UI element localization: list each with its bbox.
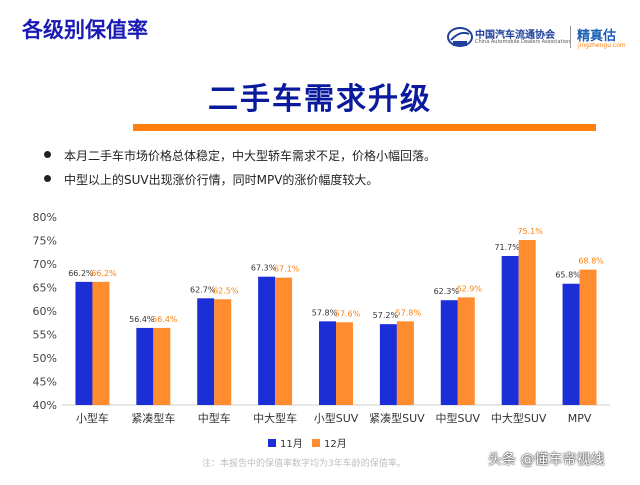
data-label: 62.7% — [190, 285, 216, 294]
bullet-item: 中型以上的SUV出现涨价行情，同时MPV的涨价幅度较大。 — [40, 171, 620, 195]
bullet-list: 本月二手车市场价格总体稳定，中大型轿车需求不足，价格小幅回落。 中型以上的SUV… — [40, 147, 620, 195]
data-label: 57.8% — [396, 308, 422, 317]
data-label: 66.2% — [91, 269, 117, 278]
x-tick-label: 中型车 — [198, 411, 231, 425]
logo-block: 中国汽车流通协会 China Automobile Dealers Associ… — [447, 24, 627, 50]
bar-nov — [379, 324, 397, 405]
legend-swatch — [312, 439, 320, 447]
y-tick-label: 75% — [33, 235, 57, 248]
y-tick-label: 80% — [33, 211, 57, 224]
bullet-text: 中型以上的SUV出现涨价行情，同时MPV的涨价幅度较大。 — [64, 173, 379, 187]
legend-swatch — [268, 439, 276, 447]
y-tick-label: 55% — [33, 329, 57, 342]
association-name-en: China Automobile Dealers Association — [475, 39, 571, 45]
bar-nov — [319, 321, 336, 405]
data-label: 56.4% — [129, 315, 155, 324]
bar-dec — [457, 297, 475, 405]
x-tick-label: 小型车 — [76, 411, 109, 425]
logo-divider — [570, 26, 571, 48]
data-label: 62.9% — [457, 284, 483, 293]
association-logo-icon — [447, 27, 473, 47]
bar-dec — [518, 240, 536, 405]
bar-nov — [136, 327, 154, 405]
main-title: 二手车需求升级 — [208, 82, 432, 117]
bar-dec — [579, 269, 597, 405]
bullet-dot-icon — [44, 175, 51, 182]
brand-name: 精真估 — [577, 29, 617, 44]
x-tick-label: 小型SUV — [314, 411, 359, 425]
bar-nov — [501, 256, 519, 405]
bullet-dot-icon — [44, 151, 51, 158]
y-tick-label: 50% — [33, 352, 57, 365]
bar-nov — [562, 283, 580, 405]
y-tick-label: 45% — [33, 376, 57, 389]
data-label: 57.8% — [312, 308, 338, 317]
bar-dec — [336, 322, 353, 405]
title-underline-bar — [133, 124, 596, 131]
bar-dec — [275, 277, 293, 405]
bar-dec — [153, 327, 171, 405]
data-label: 62.5% — [213, 286, 239, 295]
brand-url: jingzhengu.com — [578, 42, 626, 49]
bar-chart: 40% 45% 50% 55% 60% 65% 70% 75% 80% 66.2%66.2% 小型车… — [33, 211, 610, 450]
x-tick-label: 中型SUV — [435, 411, 480, 425]
y-tick-label: 40% — [33, 399, 57, 412]
data-label: 67.3% — [251, 264, 277, 273]
data-label: 71.7% — [494, 243, 520, 252]
legend-label: 12月 — [324, 438, 347, 450]
y-tick-label: 70% — [33, 258, 57, 271]
bar-nov — [197, 298, 215, 405]
data-label: 57.6% — [335, 309, 361, 318]
bar-dec — [396, 321, 414, 405]
header-title: 各级别保值率 — [22, 18, 148, 42]
data-label: 75.1% — [517, 227, 543, 236]
x-tick-label: MPV — [568, 412, 592, 425]
x-tick-label: 中大型SUV — [491, 411, 547, 425]
x-tick-label: 中大型车 — [253, 411, 297, 425]
bullet-item: 本月二手车市场价格总体稳定，中大型轿车需求不足，价格小幅回落。 — [40, 147, 620, 171]
data-label: 57.2% — [373, 311, 399, 320]
x-tick-label: 紧凑型SUV — [369, 411, 425, 425]
legend-label: 11月 — [280, 438, 303, 450]
association-name-cn: 中国汽车流通协会 — [475, 30, 555, 41]
data-label: 66.2% — [68, 269, 94, 278]
data-label: 65.8% — [555, 271, 581, 280]
chart-area: 40% 45% 50% 55% 60% 65% 70% 75% 80% 66.2% 66.2% 小型车… — [0, 200, 640, 481]
data-label: 56.4% — [152, 315, 178, 324]
footnote: 注：本报告中的保值率数字均为3年车龄的保值率。 — [202, 459, 406, 469]
bar-dec — [214, 299, 232, 405]
bullet-text: 本月二手车市场价格总体稳定，中大型轿车需求不足，价格小幅回落。 — [64, 149, 437, 163]
data-label: 67.1% — [274, 265, 300, 274]
bar-nov — [258, 276, 276, 405]
header-tab: 各级别保值率 — [0, 0, 238, 58]
x-tick-label: 紧凑型车 — [131, 411, 175, 425]
y-tick-label: 60% — [33, 305, 57, 318]
bar-dec — [92, 281, 110, 405]
bar-nov — [440, 300, 458, 405]
bar-nov — [75, 281, 93, 405]
watermark: 头条 @懂车帝视线 — [488, 452, 605, 468]
data-label: 68.8% — [578, 257, 604, 266]
data-label: 62.3% — [434, 287, 460, 296]
y-tick-label: 65% — [33, 282, 57, 295]
